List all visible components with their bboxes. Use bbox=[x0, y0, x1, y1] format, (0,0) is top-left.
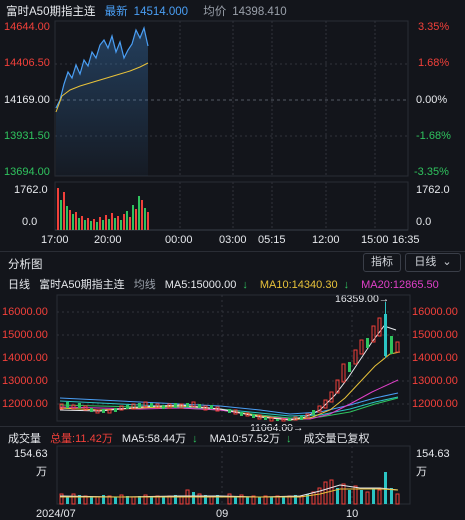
latest-value: 14514.000 bbox=[133, 6, 189, 18]
period-select-label: 日线 bbox=[414, 256, 437, 268]
down-arrow-icon: ↓ bbox=[343, 279, 350, 291]
daily-price-label: 14000.00 bbox=[2, 352, 48, 364]
vol-ma5-line bbox=[59, 484, 399, 498]
analysis-title: 分析图 bbox=[8, 259, 43, 271]
vol-label-top-right: 1762.0 bbox=[416, 184, 450, 196]
intraday-price-line bbox=[55, 25, 149, 109]
price-label: 13931.50 bbox=[4, 130, 50, 142]
daily-price-label: 16000.00 bbox=[412, 306, 458, 318]
ma-line-cyan bbox=[59, 396, 399, 417]
intraday-title: 富时A50期指主连 bbox=[6, 6, 96, 18]
daily-price-label: 13000.00 bbox=[2, 375, 48, 387]
low-annotation: 11064.00→ bbox=[250, 422, 304, 434]
volume-top-value: 154.63 bbox=[14, 448, 48, 460]
daily-candles bbox=[59, 302, 400, 422]
down-arrow-icon: ↓ bbox=[286, 433, 292, 445]
pct-label: -1.68% bbox=[416, 130, 451, 142]
date-label: 09 bbox=[216, 508, 229, 520]
volume-total: 总量:11.42万 bbox=[50, 433, 113, 445]
latest-label-text: 最新 bbox=[104, 6, 128, 18]
high-annotation-text: 16359.00 bbox=[335, 293, 379, 305]
daily-ma10-text: MA10:14340.30 bbox=[259, 279, 338, 291]
volume-unit-right: 万 bbox=[416, 466, 427, 478]
intraday-volume-bars bbox=[57, 188, 149, 230]
price-label: 14644.00 bbox=[4, 21, 50, 33]
down-arrow-icon: ↓ bbox=[242, 279, 248, 291]
time-label: 12:00 bbox=[312, 234, 340, 246]
daily-header: 日线 富时A50期指主连 均线 MA5:15000.00 ↓ MA10:14340… bbox=[8, 276, 465, 292]
latest-label: 最新 14514.000 bbox=[105, 6, 194, 18]
intraday-avg-line bbox=[55, 62, 149, 113]
avg-value: 14398.410 bbox=[232, 6, 287, 18]
daily-volume-bars bbox=[59, 472, 400, 505]
volume-ma5: MA5:58.44万 ↓ bbox=[122, 433, 204, 445]
high-annotation: 16359.00→ bbox=[335, 293, 390, 305]
intraday-header: 富时A50期指主连 最新 14514.000 均价 14398.410 bbox=[6, 3, 465, 19]
divider bbox=[0, 251, 465, 252]
time-label: 16:35 bbox=[392, 234, 420, 246]
volume-ma10-text: MA10:57.52万 bbox=[209, 433, 280, 445]
volume-unit: 万 bbox=[36, 466, 47, 478]
intraday-area bbox=[56, 28, 148, 176]
divider bbox=[0, 426, 465, 427]
low-annotation-text: 11064.00 bbox=[250, 422, 294, 434]
volume-ma10: MA10:57.52万 ↓ bbox=[210, 433, 298, 445]
pct-label: 1.68% bbox=[418, 57, 450, 69]
time-label: 15:00 bbox=[361, 234, 389, 246]
avg-label-text: 均价 bbox=[203, 6, 227, 18]
ma-line-blue bbox=[59, 392, 399, 415]
vol-label-zero-right: 0.0 bbox=[416, 216, 432, 228]
volume-label: 成交量 bbox=[8, 433, 41, 445]
volume-ma5-text: MA5:58.44万 bbox=[121, 433, 187, 445]
daily-price-label: 15000.00 bbox=[412, 329, 458, 341]
daily-ma20: MA20:12865.50 bbox=[361, 279, 439, 291]
pct-label: -3.35% bbox=[414, 166, 449, 178]
indicator-button[interactable]: 指标 bbox=[363, 253, 401, 272]
daily-ma5: MA5:15000.00 ↓ bbox=[165, 279, 254, 291]
volume-header: 成交量 总量:11.42万 MA5:58.44万 ↓ MA10:57.52万 ↓ 成… bbox=[8, 430, 465, 446]
price-label: 14169.00 bbox=[4, 94, 50, 106]
time-label: 20:00 bbox=[94, 234, 122, 246]
date-label: 10 bbox=[346, 508, 359, 520]
volume-note: 成交量已复权 bbox=[303, 433, 370, 445]
daily-title: 富时A50期指主连 bbox=[39, 279, 125, 291]
vol-ma10-line bbox=[60, 488, 399, 498]
intraday-chart bbox=[54, 20, 409, 231]
daily-period: 日线 bbox=[8, 279, 30, 291]
down-arrow-icon: ↓ bbox=[192, 433, 198, 445]
daily-price-label: 16000.00 bbox=[2, 306, 48, 318]
time-label: 05:15 bbox=[258, 234, 286, 246]
daily-price-label: 15000.00 bbox=[2, 329, 48, 341]
daily-price-label: 14000.00 bbox=[412, 352, 458, 364]
volume-top-value-right: 154.63 bbox=[416, 448, 450, 460]
time-label: 00:00 bbox=[165, 234, 193, 246]
chevron-down-icon: ⌄ bbox=[442, 256, 452, 268]
pct-label: 0.00% bbox=[416, 94, 448, 106]
price-label: 13694.00 bbox=[4, 166, 50, 178]
vol-label-top: 1762.0 bbox=[14, 184, 48, 196]
time-label: 17:00 bbox=[41, 234, 69, 246]
date-label: 2024/07 bbox=[36, 508, 76, 520]
daily-price-label: 12000.00 bbox=[412, 398, 458, 410]
price-label: 14406.50 bbox=[4, 57, 50, 69]
time-label: 03:00 bbox=[219, 234, 247, 246]
daily-ma10: MA10:14340.30 ↓ bbox=[260, 279, 355, 291]
period-select[interactable]: 日线 ⌄ bbox=[405, 253, 461, 272]
avg-label: 均价 14398.410 bbox=[203, 6, 292, 18]
daily-price-label: 12000.00 bbox=[2, 398, 48, 410]
vol-label-zero: 0.0 bbox=[22, 216, 38, 228]
pct-label: 3.35% bbox=[418, 21, 450, 33]
daily-price-label: 13000.00 bbox=[412, 375, 458, 387]
daily-ma-type: 均线 bbox=[133, 279, 156, 291]
daily-ma5-text: MA5:15000.00 bbox=[164, 279, 237, 291]
